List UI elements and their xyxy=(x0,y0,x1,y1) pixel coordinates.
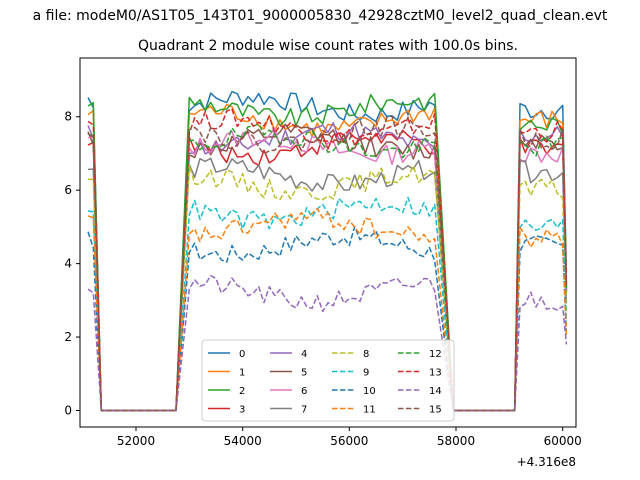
legend-label: 13 xyxy=(429,368,442,379)
legend-label: 9 xyxy=(363,368,369,379)
plot-lines xyxy=(87,90,568,412)
chart-suptitle: a file: modeM0/AS1T05_143T01_9000005830_… xyxy=(33,8,608,24)
legend-label: 0 xyxy=(239,349,245,360)
x-axis: 52000 54000 56000 58000 60000 xyxy=(117,427,582,448)
y-tick-label: 2 xyxy=(64,330,72,344)
y-tick-label: 6 xyxy=(64,183,72,197)
legend-label: 5 xyxy=(301,368,307,379)
legend-label: 10 xyxy=(363,386,376,397)
legend-label: 15 xyxy=(429,405,442,416)
y-axis: 0 2 4 6 8 xyxy=(64,110,80,417)
x-tick-label: 54000 xyxy=(224,434,262,448)
legend-label: 3 xyxy=(239,405,245,416)
legend-label: 8 xyxy=(363,349,369,360)
y-tick-label: 8 xyxy=(64,110,72,124)
y-tick-label: 0 xyxy=(64,403,72,417)
legend-box xyxy=(201,339,455,422)
legend-label: 1 xyxy=(239,368,245,379)
legend-label: 2 xyxy=(239,386,245,397)
legend-label: 14 xyxy=(429,386,442,397)
x-tick-label: 58000 xyxy=(437,434,475,448)
x-tick-label: 56000 xyxy=(330,434,368,448)
x-tick-label: 52000 xyxy=(117,434,155,448)
legend-label: 12 xyxy=(429,349,442,360)
legend-label: 6 xyxy=(301,386,307,397)
series-line-15 xyxy=(87,115,568,412)
legend-label: 11 xyxy=(363,405,376,416)
legend-label: 4 xyxy=(301,349,307,360)
plot-frame xyxy=(79,57,577,428)
y-tick-label: 4 xyxy=(64,257,72,271)
x-tick-label: 60000 xyxy=(544,434,582,448)
x-offset-label: +4.316e8 xyxy=(517,455,576,469)
series-line-14 xyxy=(87,274,568,412)
chart-title: Quadrant 2 module wise count rates with … xyxy=(138,38,518,54)
legend-label: 7 xyxy=(301,405,307,416)
